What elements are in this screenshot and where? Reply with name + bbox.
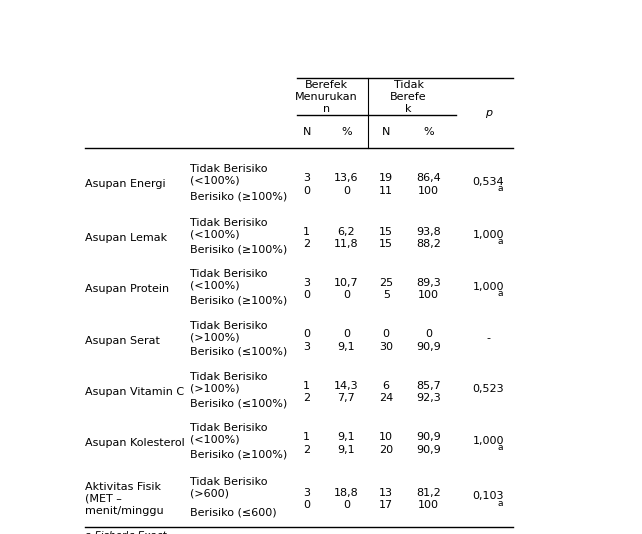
Text: 13,6
0: 13,6 0: [334, 173, 359, 195]
Text: N: N: [382, 127, 390, 137]
Text: 89,3
100: 89,3 100: [416, 278, 441, 301]
Text: 0
9,1: 0 9,1: [338, 329, 355, 352]
Text: 1,000: 1,000: [473, 281, 504, 292]
Text: Tidak Berisiko
(<100%): Tidak Berisiko (<100%): [190, 218, 267, 239]
Text: Asupan Lemak: Asupan Lemak: [85, 233, 168, 243]
Text: Tidak Berisiko
(<100%): Tidak Berisiko (<100%): [190, 163, 267, 185]
Text: 15
15: 15 15: [379, 226, 394, 249]
Text: p: p: [485, 108, 492, 119]
Text: Asupan Protein: Asupan Protein: [85, 284, 169, 294]
Text: 0
30: 0 30: [379, 329, 394, 352]
Text: Berisiko (≥100%): Berisiko (≥100%): [190, 192, 287, 201]
Text: N: N: [302, 127, 311, 137]
Text: Tidak
Berefe
k: Tidak Berefe k: [390, 80, 427, 114]
Text: 81,2
100: 81,2 100: [416, 488, 441, 510]
Text: 10
20: 10 20: [379, 432, 394, 454]
Text: 19
11: 19 11: [379, 173, 394, 195]
Text: Asupan Serat: Asupan Serat: [85, 335, 160, 345]
Text: 1,000: 1,000: [473, 230, 504, 240]
Text: 6,2
11,8: 6,2 11,8: [334, 226, 359, 249]
Text: a Fisher's Exact: a Fisher's Exact: [85, 531, 167, 534]
Text: Berisiko (≥100%): Berisiko (≥100%): [190, 244, 287, 254]
Text: 93,8
88,2: 93,8 88,2: [416, 226, 441, 249]
Text: 86,4
100: 86,4 100: [416, 173, 441, 195]
Text: 0
3: 0 3: [303, 329, 310, 352]
Text: a: a: [498, 238, 503, 246]
Text: Berisiko (≤100%): Berisiko (≤100%): [190, 398, 287, 409]
Text: Tidak Berisiko
(>100%): Tidak Berisiko (>100%): [190, 372, 267, 394]
Text: 3
0: 3 0: [303, 173, 310, 195]
Text: Berefek
Menurukan
n: Berefek Menurukan n: [295, 80, 358, 114]
Text: Asupan Energi: Asupan Energi: [85, 179, 166, 190]
Text: 0,103: 0,103: [473, 491, 504, 501]
Text: 0,534: 0,534: [473, 177, 504, 186]
Text: 1,000: 1,000: [473, 436, 504, 446]
Text: a: a: [498, 443, 503, 452]
Text: a: a: [498, 499, 503, 508]
Text: 1
2: 1 2: [303, 381, 310, 403]
Text: %: %: [423, 127, 434, 137]
Text: Asupan Kolesterol: Asupan Kolesterol: [85, 438, 185, 449]
Text: 0
90,9: 0 90,9: [416, 329, 441, 352]
Text: Tidak Berisiko
(<100%): Tidak Berisiko (<100%): [190, 269, 267, 290]
Text: 3
0: 3 0: [303, 278, 310, 301]
Text: Asupan Vitamin C: Asupan Vitamin C: [85, 387, 184, 397]
Text: %: %: [341, 127, 352, 137]
Text: a: a: [498, 184, 503, 193]
Text: 25
5: 25 5: [379, 278, 394, 301]
Text: Berisiko (≤100%): Berisiko (≤100%): [190, 347, 287, 357]
Text: 3
0: 3 0: [303, 488, 310, 510]
Text: Tidak Berisiko
(>600): Tidak Berisiko (>600): [190, 477, 267, 499]
Text: Berisiko (≥100%): Berisiko (≥100%): [190, 450, 287, 460]
Text: a: a: [498, 289, 503, 298]
Text: 9,1
9,1: 9,1 9,1: [338, 432, 355, 454]
Text: 1
2: 1 2: [303, 226, 310, 249]
Text: -: -: [486, 333, 490, 343]
Text: 90,9
90,9: 90,9 90,9: [416, 432, 441, 454]
Text: Berisiko (≥100%): Berisiko (≥100%): [190, 295, 287, 305]
Text: Berisiko (≤600): Berisiko (≤600): [190, 507, 276, 517]
Text: 14,3
7,7: 14,3 7,7: [334, 381, 359, 403]
Text: 1
2: 1 2: [303, 432, 310, 454]
Text: Tidak Berisiko
(>100%): Tidak Berisiko (>100%): [190, 320, 267, 342]
Text: 85,7
92,3: 85,7 92,3: [416, 381, 441, 403]
Text: Aktivitas Fisik
(MET –
menit/minggu: Aktivitas Fisik (MET – menit/minggu: [85, 482, 164, 516]
Text: 13
17: 13 17: [379, 488, 394, 510]
Text: 18,8
0: 18,8 0: [334, 488, 359, 510]
Text: Tidak Berisiko
(<100%): Tidak Berisiko (<100%): [190, 423, 267, 445]
Text: 0,523: 0,523: [473, 384, 504, 395]
Text: 10,7
0: 10,7 0: [334, 278, 359, 301]
Text: 6
24: 6 24: [379, 381, 394, 403]
